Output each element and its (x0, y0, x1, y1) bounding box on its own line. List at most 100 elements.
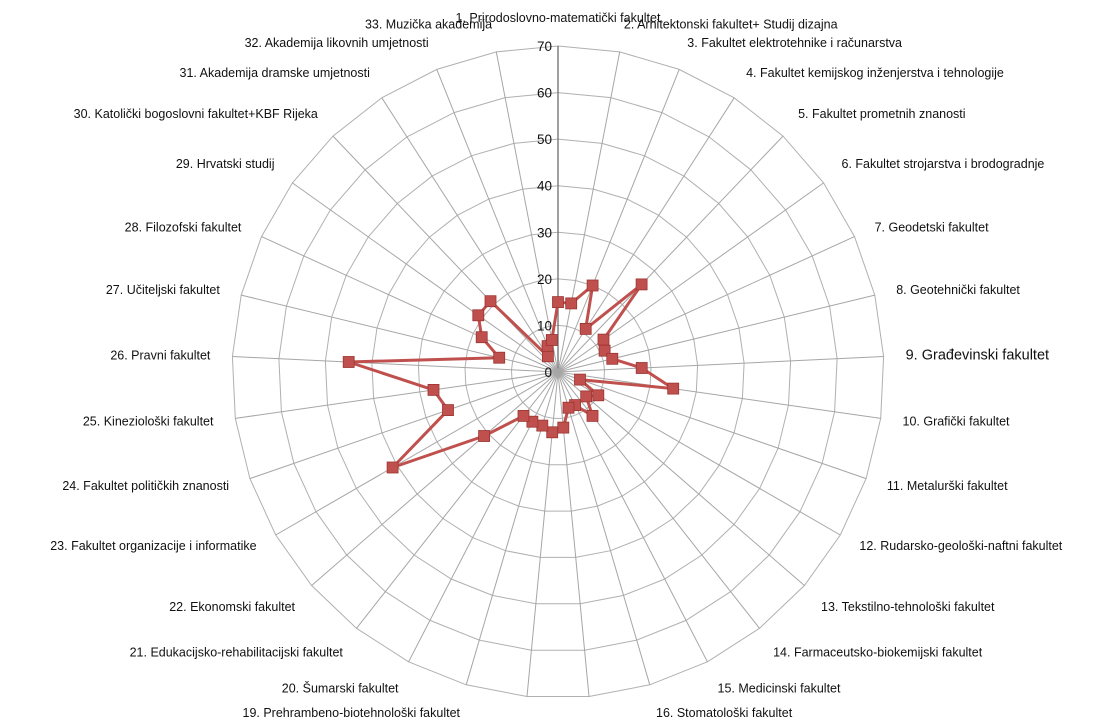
data-point-marker: 17. Veterinarski fakultet: 12 (557, 421, 570, 434)
grid-ring-60 (278, 92, 838, 651)
data-point-marker: 7. Geodetski fakultet: 11 (598, 344, 611, 357)
data-point-marker: 27. Učiteljski fakultet: 13 (493, 351, 506, 364)
axis-spoke (292, 182, 559, 373)
tick-label: 20 (537, 272, 552, 287)
grid-spokes (232, 46, 884, 697)
axis-spoke (526, 371, 559, 697)
axis-spoke (557, 356, 884, 373)
axis-spoke (557, 135, 784, 373)
tick-label: 30 (537, 225, 552, 240)
category-label: 26. Pravni fakultet (110, 348, 211, 362)
grid-ring-30 (417, 231, 699, 512)
axis-spoke (557, 371, 708, 663)
axis-spoke (557, 371, 805, 586)
data-point-marker: 13. Tekstilno-tehnološki fakultet: 8 (580, 390, 593, 403)
category-label: 24. Fakultet političkih znanosti (62, 479, 229, 493)
axis-spoke (557, 371, 590, 697)
data-point-marker: 4. Fakultet kemijskog inženjerstva i teh… (579, 322, 592, 335)
tick-label: 40 (537, 179, 552, 194)
data-point-marker: 22. Ekonomski fakultet: 21 (478, 430, 491, 442)
axis-spoke (557, 371, 651, 685)
data-point-marker: 31. Akademija dramske umjetnosti: 4 (542, 350, 554, 363)
tick-label: 10 (537, 318, 552, 333)
data-point-marker: 28. Filozofski fakultet: 18 (475, 331, 488, 344)
data-point-marker: 18. Agronomski fakultet: 13 (546, 426, 559, 439)
data-point-marker: 24. Fakultet političkih znanosti: 25 (442, 404, 454, 417)
data-point-marker: 21. Edukacijsko-rehabilitacijski fakulte… (517, 409, 530, 422)
data-point-marker: 3. Fakultet elektrotehnike i računarstva… (586, 279, 599, 292)
data-point-marker: 10. Grafički fakultet: 25 (667, 382, 680, 395)
data-point-marker: 29. Hrvatski studij: 21 (472, 309, 485, 322)
category-label: 6. Fakultet strojarstva i brodogradnje (842, 157, 1045, 171)
axis-spoke (495, 51, 559, 373)
category-label: 4. Fakultet kemijskog inženjerstva i teh… (746, 66, 1004, 80)
data-point-marker: 2. Arhitektonski fakultet+ Studij dizajn… (565, 297, 578, 310)
axis-spoke (557, 294, 875, 373)
data-point-marker: 16. Stomatološki fakultet: 8 (562, 401, 575, 414)
axis-spoke (557, 371, 841, 536)
category-label: 3. Fakultet elektrotehnike i računarstva (687, 36, 902, 50)
series-line (347, 282, 675, 469)
tick-label: 0 (544, 365, 552, 380)
category-label: 19. Prehrambeno-biotehnološki fakultet (243, 706, 461, 718)
category-label: 27. Učiteljski fakultet (106, 283, 220, 297)
category-label: 15. Medicinski fakultet (718, 681, 842, 695)
grid-ring-40 (371, 185, 745, 558)
category-label: 32. Akademija likovnih umjetnosti (245, 36, 429, 50)
tick-label: 60 (537, 86, 552, 101)
category-label: 25. Kineziološki fakultet (83, 415, 214, 429)
category-label: 7. Geodetski fakultet (875, 220, 989, 234)
axis-spoke (557, 371, 881, 419)
category-label: 21. Edukacijsko-rehabilitacijski fakulte… (130, 646, 344, 660)
category-label: 11. Metalurški fakultet (887, 479, 1008, 493)
category-label: 13. Tekstilno-tehnološki fakultet (821, 600, 995, 614)
category-label: 14. Farmaceutsko-biokemijski fakultet (773, 646, 983, 660)
tick-label: 50 (537, 132, 552, 147)
category-label: 16. Stomatološki fakultet (656, 706, 793, 718)
category-label: 9. Građevinski fakultet (906, 347, 1049, 363)
data-point-marker: 14. Farmaceutsko-biokemijski fakultet: 1… (586, 409, 599, 422)
grid-ring-50 (324, 138, 792, 605)
radial-tick-labels: 0 10 20 30 40 50 60 70 (537, 39, 552, 380)
data-point-marker: 11. Metalurški fakultet: 5 (574, 373, 586, 386)
axis-spoke (381, 97, 559, 373)
data-point-marker: 19. Prehrambeno-biotehnološki fakultet: … (536, 419, 549, 432)
data-point-marker: 33. Muzička akademija: 7 (545, 334, 558, 346)
category-label: 5. Fakultet prometnih znanosti (798, 107, 965, 121)
axis-spoke (557, 69, 680, 373)
data-point-marker: 12. Rudarsko-geološki-naftni fakultet: 1… (592, 389, 605, 402)
category-label: 2. Arhitektonski fakultet+ Studij dizajn… (624, 17, 838, 31)
category-label: 22. Ekonomski fakultet (169, 600, 295, 614)
axis-spoke (311, 371, 559, 586)
series-layer: 1. Prirodoslovno-matematički fakultet: 1… (342, 278, 680, 474)
axis-spoke (249, 371, 559, 480)
data-point-marker: 1. Prirodoslovno-matematički fakultet: 1… (552, 296, 564, 309)
grid-ring-70 (231, 45, 885, 697)
data-point-marker: 25. Kineziološki fakultet: 27 (427, 383, 440, 396)
axis-spoke (465, 371, 559, 685)
category-label: 28. Filozofski fakultet (125, 220, 242, 234)
grid-ring-10 (510, 324, 606, 419)
axis-spoke (557, 371, 867, 480)
grid-rings (231, 45, 885, 697)
data-point-marker: 5. Fakultet prometnih znanosti: 26 (635, 278, 648, 291)
data-point-marker: 23. Fakultet organizacije i informatike:… (386, 461, 399, 474)
axis-spoke (261, 236, 559, 373)
category-label: 33. Muzička akademija (365, 17, 492, 31)
category-label: 23. Fakultet organizacije i informatike (50, 539, 256, 553)
grid-ring-20 (464, 278, 652, 466)
category-label: 31. Akademija dramske umjetnosti (180, 66, 370, 80)
category-label: 20. Šumarski fakultet (282, 680, 399, 695)
data-point-marker: 6. Fakultet strojarstva i brodogradnje: … (597, 333, 610, 346)
axis-spoke (241, 294, 559, 373)
data-point-marker: 26. Pravni fakultet: 45 (342, 356, 355, 368)
category-label: 29. Hrvatski studij (176, 157, 275, 171)
data-point-marker: 9. Građevinski fakultet: 18 (635, 362, 648, 374)
category-label: 10. Grafički fakultet (903, 415, 1011, 429)
axis-spoke (332, 135, 559, 373)
axis-spoke (235, 371, 559, 419)
axis-spoke (557, 51, 621, 373)
category-label: 12. Rudarsko-geološki-naftni fakultet (859, 539, 1062, 553)
axis-spoke (436, 69, 559, 373)
